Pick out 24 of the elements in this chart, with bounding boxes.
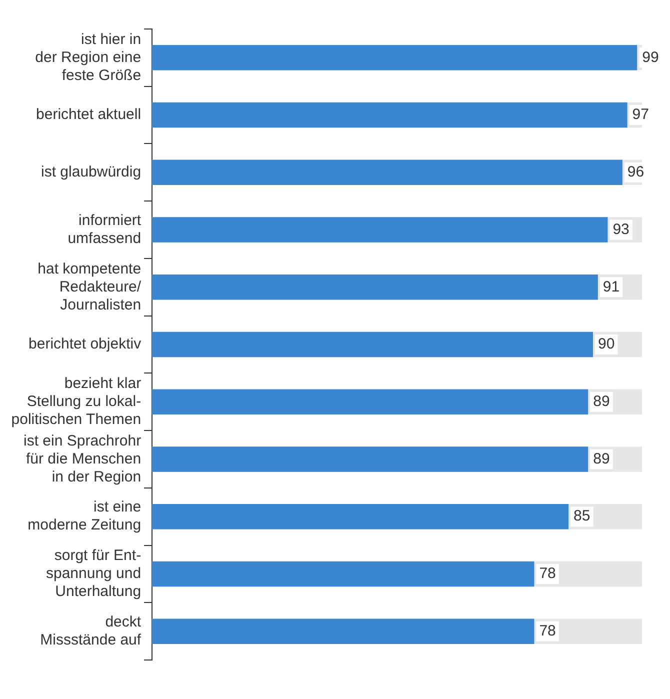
y-tick-label: ist hier in der Region eine feste Größe	[35, 30, 142, 84]
data-label: 89	[593, 450, 610, 468]
data-label: 78	[539, 622, 556, 640]
y-tick-label: ist ein Sprachrohr für die Menschen in der Region	[24, 432, 142, 486]
data-label: 97	[632, 106, 649, 124]
bar	[152, 102, 628, 128]
y-tick-label: berichtet objektiv	[28, 336, 142, 353]
data-label: 89	[593, 393, 610, 410]
data-label: 91	[602, 278, 620, 296]
y-tick-label: ist glaubwürdig	[41, 164, 142, 181]
y-tick-label: deckt Missstände auf	[40, 613, 142, 648]
y-tick-label: informiert umfassend	[68, 212, 142, 247]
data-label: 93	[612, 220, 630, 238]
y-tick-label: sorgt für Ent- spannung und Unterhaltung	[46, 547, 142, 600]
data-label: 99	[642, 48, 659, 66]
y-tick-label: hat kompetente Redakteure/ Journalisten	[38, 260, 142, 314]
data-label: 90	[598, 336, 615, 353]
data-label: 85	[574, 508, 590, 525]
y-tick-label: ist eine moderne Zeitung	[28, 498, 142, 534]
data-label: 78	[539, 565, 556, 582]
bar	[152, 160, 622, 186]
data-label: 96	[627, 164, 644, 181]
bar	[152, 45, 638, 70]
y-tick-label: berichtet aktuell	[36, 106, 142, 124]
